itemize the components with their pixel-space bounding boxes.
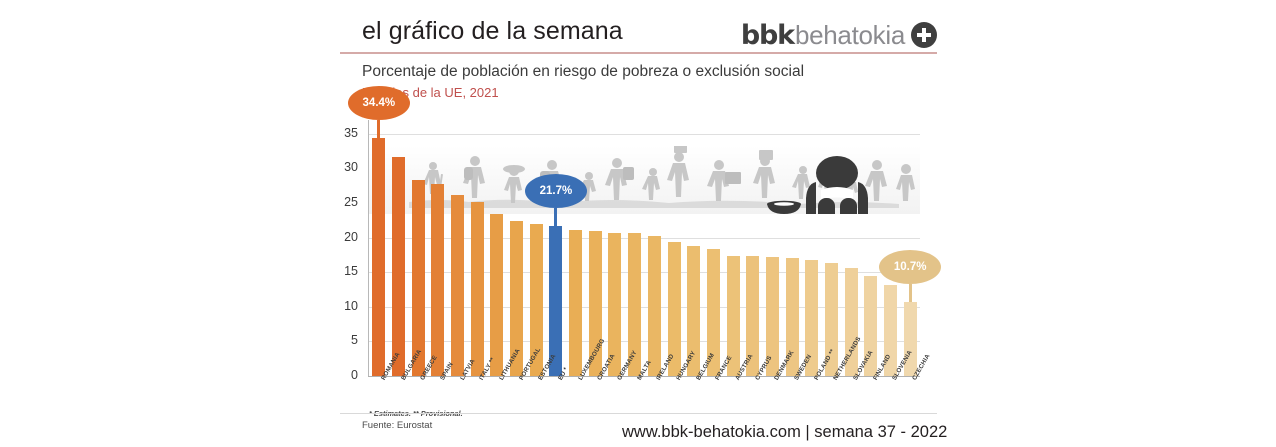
y-axis-tick-label: 35 [344, 125, 358, 140]
bar[interactable] [647, 235, 661, 376]
chart: 0 5 10 15 20 25 30 35 [340, 86, 942, 418]
y-axis-line [368, 120, 369, 377]
gridline [368, 306, 920, 308]
y-axis-tick-label: 25 [344, 195, 358, 210]
x-axis-line [368, 376, 920, 377]
bar[interactable] [687, 245, 701, 376]
source-label: Fuente: Eurostat [362, 420, 433, 431]
chart-title: Porcentaje de población en riesgo de pob… [362, 63, 805, 80]
subtitle-block: Porcentaje de población en riesgo de pob… [362, 63, 922, 100]
y-axis-tick-label: 0 [351, 368, 358, 382]
bar[interactable] [824, 262, 838, 376]
bar[interactable] [608, 232, 622, 376]
plus-circle-icon [911, 22, 937, 48]
gridline [368, 133, 920, 135]
seated-beggar-figure-icon [806, 156, 868, 214]
bar[interactable] [765, 257, 779, 376]
website-label: www.bbk-behatokia.com | semana 37 - 2022 [622, 423, 948, 441]
bar[interactable] [372, 138, 386, 376]
y-axis-tick-label: 10 [344, 298, 358, 313]
bar[interactable] [864, 275, 878, 376]
page-title: el gráfico de la semana [362, 17, 623, 45]
callout-stem [377, 120, 381, 138]
value-callout[interactable]: 21.7% [524, 173, 587, 208]
infographic-panel: el gráfico de la semana bbk behatokia Po… [340, 0, 947, 447]
chart-subtitle: Estados de la UE, 2021 [362, 85, 499, 100]
bar[interactable] [588, 231, 602, 376]
footer-divider [340, 413, 937, 414]
header-divider [340, 52, 937, 54]
bar[interactable] [510, 221, 524, 376]
bar[interactable] [844, 268, 858, 376]
plot-area: 0 5 10 15 20 25 30 35 [344, 86, 942, 382]
value-callout[interactable]: 10.7% [879, 249, 942, 284]
bar[interactable] [785, 257, 799, 376]
gridline [368, 272, 920, 274]
value-callout[interactable]: 34.4% [347, 86, 410, 120]
bar[interactable] [883, 284, 897, 376]
y-axis-tick-label: 15 [344, 264, 358, 279]
bar[interactable] [451, 195, 465, 376]
bar[interactable] [529, 223, 543, 376]
gridline [368, 237, 920, 239]
brand-logo: bbk behatokia [740, 19, 937, 51]
y-axis-tick-label: 30 [344, 160, 358, 175]
bar[interactable] [431, 183, 445, 376]
bar[interactable] [628, 233, 642, 376]
y-axis-tick-label: 5 [351, 333, 358, 348]
callout-stem [554, 207, 558, 226]
callout-stem [908, 283, 912, 302]
bar[interactable] [726, 256, 740, 376]
bar[interactable] [490, 214, 504, 376]
bar[interactable] [903, 301, 917, 376]
bar[interactable] [746, 256, 760, 376]
bar-series [369, 120, 920, 376]
bar[interactable] [706, 248, 720, 376]
bar[interactable] [569, 230, 583, 376]
begging-bowl-icon [767, 200, 801, 214]
bar[interactable] [411, 180, 425, 376]
bar[interactable] [805, 259, 819, 376]
bar[interactable] [667, 241, 681, 376]
gridline [368, 341, 920, 343]
bar[interactable] [470, 201, 484, 376]
y-axis-tick-label: 20 [344, 229, 358, 244]
header: el gráfico de la semana bbk behatokia [340, 8, 937, 54]
logo-bbk-text: bbk [740, 19, 795, 51]
bar[interactable] [549, 225, 563, 376]
logo-behatokia-text: behatokia [794, 19, 905, 50]
bar[interactable] [392, 156, 405, 376]
